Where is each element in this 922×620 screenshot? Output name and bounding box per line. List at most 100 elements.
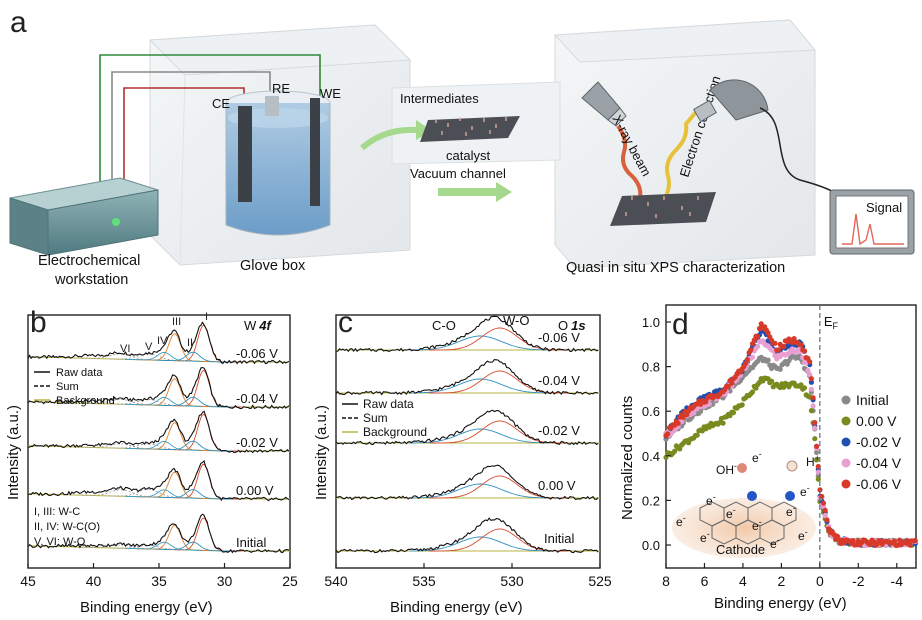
- d-point-4-84: [808, 376, 815, 382]
- d-x-tick-label-4: 0: [816, 573, 824, 589]
- d-legend-marker-1: [841, 416, 851, 426]
- b-component-1-5: [81, 398, 159, 406]
- b-component-3-5: [81, 489, 159, 498]
- d-point-4-86: [812, 420, 818, 426]
- inset-electron-5: e-: [798, 527, 808, 543]
- b-component-3-2: [153, 489, 232, 500]
- b-component-4-3: [124, 541, 203, 551]
- d-x-tick-label-1: 6: [701, 573, 709, 589]
- panel-c-series-labels: -0.06 V -0.04 V -0.02 V 0.00 V Initial: [538, 330, 580, 546]
- electron-analyzer: [693, 79, 769, 123]
- legend-c-raw-label: Raw data: [363, 397, 414, 411]
- inset-e-left: e-: [752, 449, 762, 465]
- legend-sum-label: Sum: [56, 381, 79, 393]
- inset-electron-sup-7: -: [793, 503, 796, 513]
- cathode-label: Cathode: [716, 542, 765, 557]
- active-site-right-icon: [785, 491, 795, 501]
- c-component-1-1: [429, 370, 569, 394]
- b-series-label-2: -0.02 V: [236, 435, 278, 450]
- panel-c-xlabel: Binding energy (eV): [390, 599, 523, 616]
- d-y-tick-label-4: 0.8: [642, 360, 660, 375]
- d-point-3-86: [812, 425, 818, 431]
- panel-d-y-axis: 0.0 0.2 0.4 0.6 0.8 1.0: [642, 315, 671, 553]
- inset-h-text: H: [806, 455, 815, 469]
- b-component-0-4: [109, 353, 187, 362]
- d-point-4-63: [772, 340, 778, 346]
- panel-b-series-labels: -0.06 V -0.04 V -0.02 V 0.00 V Initial: [236, 346, 278, 550]
- h-adsorbate-icon: [786, 460, 798, 472]
- panel-b-letter: b: [30, 306, 47, 339]
- d-point-1-5: [672, 448, 678, 454]
- d-legend-label-0: Initial: [856, 392, 889, 408]
- panel-d-xlabel: Binding energy (eV): [714, 595, 847, 612]
- legend-c-background-label: Background: [363, 425, 427, 439]
- panel-b-legend: Raw data Sum Background: [34, 367, 115, 407]
- b-raw-data-0: [27, 321, 290, 365]
- panel-d-plot: [663, 321, 918, 549]
- inset-electron-7: e-: [786, 503, 796, 519]
- inset-h: H+: [806, 453, 820, 469]
- d-point-3-85: [810, 403, 816, 409]
- inset-electron-text-2: e: [726, 507, 733, 521]
- d-point-1-68: [781, 384, 787, 390]
- inset-electrons: e-e-e-e-e-e-e-e-: [676, 492, 808, 551]
- assignment-wc: I, III: W-C: [34, 506, 80, 518]
- c-component-1-0: [409, 378, 549, 394]
- c-component-2-0: [409, 428, 549, 444]
- panel-b-xlabel: Binding energy (eV): [80, 599, 213, 616]
- panel-c-legend: Raw data Sum Background: [342, 397, 427, 439]
- inset-electron-4: e-: [770, 535, 780, 551]
- d-point-4-144: [912, 537, 918, 544]
- inset-electron-text-1: e: [700, 531, 707, 545]
- d-point-3-53: [755, 343, 761, 350]
- panel-a-letter: a: [10, 6, 27, 39]
- b-component-0-3: [124, 351, 203, 362]
- panel-d-ylabel: Normalized counts: [619, 396, 636, 520]
- legend-c-sum-label: Sum: [363, 411, 388, 425]
- b-component-4-5: [81, 544, 159, 550]
- b-series-label-1: -0.04 V: [236, 391, 278, 406]
- d-point-4-118: [867, 541, 873, 548]
- d-x-tick-label-2: 4: [739, 573, 747, 589]
- c-component-0-0: [409, 335, 549, 351]
- panel-c: c O 1s -0.06 V -0.04 V -0.02 V 0.00 V Initial…: [313, 306, 612, 616]
- panel-d-legend: Initial 0.00 V -0.02 V -0.04 V -0.06 V: [841, 392, 902, 492]
- d-legend-marker-2: [841, 437, 851, 447]
- glove-box-label: Glove box: [240, 258, 306, 274]
- panel-c-ylabel: Intensity (a.u.): [313, 405, 330, 500]
- assignment-wco: II, IV: W-C(O): [34, 521, 100, 533]
- peak-label-iv: IV: [157, 335, 168, 347]
- legend-raw-label: Raw data: [56, 367, 103, 379]
- xray-beam-icon: [616, 124, 654, 208]
- catalyst-label: catalyst: [446, 148, 490, 163]
- inset-e-right-sup: -: [807, 483, 810, 493]
- d-legend-label-4: -0.06 V: [856, 476, 902, 492]
- d-point-4-1: [665, 431, 671, 437]
- c-series-label-3: 0.00 V: [538, 478, 576, 493]
- d-point-4-91: [820, 500, 827, 506]
- inset-electron-sup-5: -: [805, 527, 808, 537]
- panel-b-ylabel: Intensity (a.u.): [5, 405, 22, 500]
- panel-b: b W 4f -0.06 V -0.04 V -0.02 V 0.00 V Initial…: [5, 306, 298, 616]
- d-point-3-83: [807, 372, 813, 378]
- workstation-label-line1: Electrochemical: [38, 253, 140, 269]
- c-x-tick-label-2: 530: [500, 573, 524, 589]
- panel-b-title-element: W: [244, 318, 257, 333]
- inset-electron-sup-3: -: [759, 517, 762, 527]
- panel-d-letter: d: [672, 308, 689, 341]
- vacuum-arrow-shaft: [438, 188, 498, 196]
- d-legend-label-3: -0.04 V: [856, 455, 902, 471]
- d-point-2-84: [808, 379, 815, 385]
- inset-electron-text-5: e: [798, 529, 805, 543]
- b-series-label-3: 0.00 V: [236, 483, 274, 498]
- electrochemical-cell: CE RE WE: [212, 81, 341, 236]
- d-x-tick-label-5: -2: [852, 573, 865, 589]
- d-point-4-85: [810, 395, 816, 401]
- panel-b-assignments: I, III: W-C II, IV: W-C(O) V, VI: W-O: [34, 506, 100, 548]
- d-y-tick-label-5: 1.0: [642, 315, 660, 330]
- c-series-label-4: Initial: [544, 531, 574, 546]
- fermi-label: EF: [824, 314, 839, 331]
- b-component-1-4: [109, 398, 187, 407]
- inset-e-right: e-: [800, 483, 810, 499]
